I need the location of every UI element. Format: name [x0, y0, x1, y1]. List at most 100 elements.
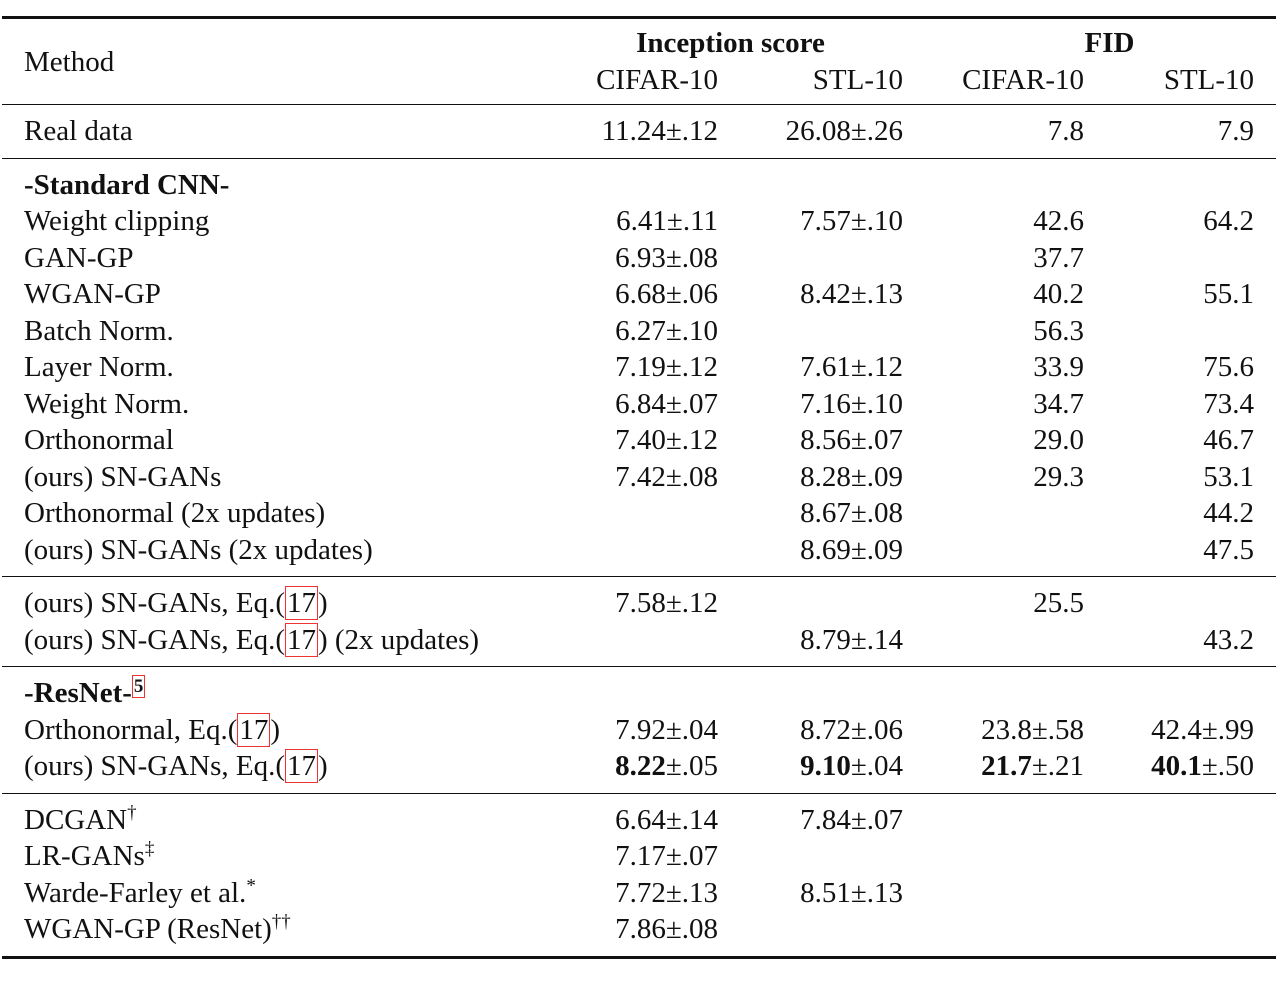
section-title-row: -ResNet- 5 — [2, 667, 1276, 712]
value: 42.4±.99 — [1151, 713, 1255, 746]
value-cell: 8.28±.09 — [718, 459, 903, 496]
value-cell: 7.86±.08 — [558, 911, 718, 957]
method-cell: Orthonormal, Eq.(17) — [2, 712, 558, 749]
value-cell — [558, 532, 718, 577]
method-cell: Orthonormal — [2, 422, 558, 459]
row: (ours) SN-GANs (2x updates) 8.69±.09 47.5 — [2, 532, 1276, 577]
footnote-mark: †† — [271, 911, 291, 933]
method-cell: Orthonormal (2x updates) — [2, 495, 558, 532]
group-label: Inception score — [636, 27, 825, 60]
reference: 5 — [131, 674, 146, 698]
best-value: 40.1 — [1151, 750, 1202, 783]
value-cell: 53.1 — [1084, 459, 1276, 496]
method-cell: Warde-Farley et al.* — [2, 875, 558, 912]
value-cell — [1084, 240, 1276, 277]
method-header: Method — [2, 18, 558, 105]
value: 6.84±.07 — [615, 387, 718, 420]
method-text: (ours) SN-GANs, Eq.( — [24, 587, 285, 620]
value-cell: 8.56±.07 — [718, 422, 903, 459]
section: -Standard CNN- Weight clipping 6.41±.11 7.5… — [2, 158, 1277, 577]
row: WGAN-GP 6.68±.06 8.42±.13 40.2 55.1 — [2, 276, 1276, 313]
value-cell — [903, 622, 1084, 667]
value-cell: 8.72±.06 — [718, 712, 903, 749]
reference: 17 — [284, 749, 318, 784]
value-rest: ±.05 — [665, 750, 718, 783]
reference: 17 — [284, 622, 318, 657]
column-header: STL-10 — [1084, 62, 1276, 105]
row: GAN-GP 6.93±.08 37.7 — [2, 240, 1276, 277]
footnote-mark: * — [246, 875, 256, 897]
value-cell: 6.27±.10 — [558, 313, 718, 350]
value-cell: 75.6 — [1084, 349, 1276, 386]
method-text: WGAN-GP (ResNet) — [24, 913, 272, 946]
value-cell: 6.64±.14 — [558, 793, 718, 838]
value-cell: 42.4±.99 — [1084, 712, 1276, 749]
column-label: CIFAR-10 — [596, 63, 718, 96]
method-text: WGAN-GP — [24, 278, 161, 311]
value-cell: 33.9 — [903, 349, 1084, 386]
section-title-row: -Standard CNN- — [2, 158, 1276, 203]
method-cell: WGAN-GP — [2, 276, 558, 313]
value-cell: 7.58±.12 — [558, 577, 718, 622]
method-text: ) — [317, 587, 328, 620]
method-text: Real data — [24, 115, 133, 148]
best-value: 21.7 — [981, 750, 1032, 783]
value-cell: 7.19±.12 — [558, 349, 718, 386]
value: 73.4 — [1203, 387, 1255, 420]
value-cell: 7.42±.08 — [558, 459, 718, 496]
value-cell: 37.7 — [903, 240, 1084, 277]
section: (ours) SN-GANs, Eq.(17) 7.58±.12 25.5 (ours… — [2, 577, 1277, 667]
value: 44.2 — [1203, 497, 1255, 530]
value-cell: 6.93±.08 — [558, 240, 718, 277]
value: 7.58±.12 — [615, 587, 718, 620]
value: 42.6 — [1033, 205, 1085, 238]
value-cell: 42.6 — [903, 203, 1084, 240]
row: Warde-Farley et al.* 7.72±.13 8.51±.13 — [2, 875, 1276, 912]
value-cell: 46.7 — [1084, 422, 1276, 459]
value: 7.40±.12 — [615, 424, 718, 457]
value-cell: 40.2 — [903, 276, 1084, 313]
value-cell — [1084, 313, 1276, 350]
value-cell: 7.92±.04 — [558, 712, 718, 749]
method-text: Weight Norm. — [24, 387, 190, 420]
method-text: -ResNet- — [24, 677, 132, 710]
value: 40.2 — [1033, 278, 1085, 311]
method-cell: Layer Norm. — [2, 349, 558, 386]
value-cell: 8.79±.14 — [718, 622, 903, 667]
value: 53.1 — [1203, 460, 1255, 493]
value-cell: 25.5 — [903, 577, 1084, 622]
value: 8.42±.13 — [800, 278, 904, 311]
value: 23.8±.58 — [981, 713, 1085, 746]
row: (ours) SN-GANs, Eq.(17) (2x updates) 8.79… — [2, 622, 1276, 667]
value: 46.7 — [1203, 424, 1255, 457]
value-cell: 34.7 — [903, 386, 1084, 423]
method-cell: (ours) SN-GANs, Eq.(17) — [2, 577, 558, 622]
value: 33.9 — [1033, 351, 1085, 384]
method-text: GAN-GP — [24, 241, 134, 274]
method-text: Warde-Farley et al. — [24, 876, 247, 909]
value-cell: 40.1±.50 — [1084, 748, 1276, 793]
value-cell: 6.41±.11 — [558, 203, 718, 240]
value-cell: 7.84±.07 — [718, 793, 903, 838]
value: 7.8 — [1047, 115, 1085, 148]
value-cell — [558, 622, 718, 667]
value-cell: 6.84±.07 — [558, 386, 718, 423]
value-cell — [718, 838, 903, 875]
row: (ours) SN-GANs, Eq.(17) 8.22±.05 9.10±.04 2… — [2, 748, 1276, 793]
method-text: DCGAN — [24, 803, 128, 836]
value-cell: 8.22±.05 — [558, 748, 718, 793]
method-text: Layer Norm. — [24, 351, 174, 384]
value-cell: 64.2 — [1084, 203, 1276, 240]
value-cell: 43.2 — [1084, 622, 1276, 667]
value-cell — [718, 313, 903, 350]
method-text: Orthonormal, Eq.( — [24, 713, 238, 746]
row: LR-GANs‡ 7.17±.07 — [2, 838, 1276, 875]
method-text: LR-GANs — [24, 840, 145, 873]
superscript: 5 — [131, 674, 146, 698]
row: Real data 11.24±.12 26.08±.26 7.8 7.9 — [2, 105, 1276, 159]
value-cell: 8.42±.13 — [718, 276, 903, 313]
group-label: FID — [1084, 27, 1135, 60]
value-cell: 56.3 — [903, 313, 1084, 350]
value-rest: ±.04 — [850, 750, 904, 783]
